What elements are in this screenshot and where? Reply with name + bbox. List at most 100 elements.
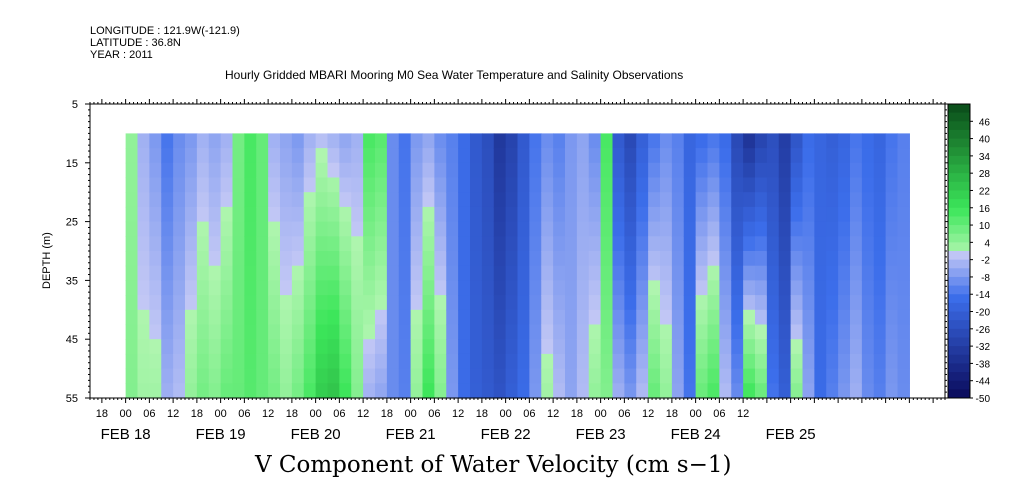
heat-cell bbox=[505, 295, 519, 311]
heat-cell bbox=[315, 265, 329, 281]
heat-cell bbox=[826, 133, 839, 149]
heat-cell bbox=[244, 265, 257, 281]
heat-cell bbox=[185, 353, 198, 370]
heat-cell bbox=[161, 221, 174, 237]
heat-cell bbox=[707, 309, 720, 326]
heat-cell bbox=[291, 192, 305, 208]
heat-cell bbox=[636, 162, 649, 179]
heat-cell bbox=[375, 162, 388, 179]
heat-cell bbox=[588, 236, 602, 252]
heat-cell bbox=[196, 353, 210, 370]
heat-cell bbox=[386, 206, 400, 223]
heat-cell bbox=[861, 192, 875, 208]
heat-cell bbox=[125, 368, 139, 384]
heat-cell bbox=[565, 162, 578, 179]
heat-cell bbox=[137, 280, 150, 296]
heat-cell bbox=[446, 221, 459, 237]
x-date-label: FEB 20 bbox=[291, 426, 341, 443]
heat-cell bbox=[683, 177, 697, 193]
heat-cell bbox=[410, 177, 424, 193]
heat-cell bbox=[398, 192, 412, 208]
heat-cell bbox=[612, 324, 625, 340]
heat-cell bbox=[398, 383, 412, 399]
heat-cell bbox=[826, 206, 839, 223]
colorbar-swatch bbox=[948, 380, 970, 390]
heat-cell bbox=[125, 148, 139, 164]
heat-cell bbox=[612, 221, 625, 237]
heat-cell bbox=[173, 265, 186, 281]
heat-cell bbox=[529, 383, 542, 399]
heat-cell bbox=[303, 339, 317, 355]
heat-cell bbox=[743, 265, 756, 281]
colorbar-swatch bbox=[948, 190, 970, 200]
heat-cell bbox=[743, 177, 756, 193]
heat-cell bbox=[280, 295, 293, 311]
heat-cell bbox=[541, 383, 554, 399]
heat-cell bbox=[375, 353, 388, 370]
heat-cell bbox=[553, 368, 566, 384]
heat-cell bbox=[671, 339, 685, 355]
heat-cell bbox=[743, 192, 756, 208]
heat-cell bbox=[814, 339, 827, 355]
colorbar-label: 10 bbox=[979, 221, 991, 232]
heat-cell bbox=[315, 162, 329, 179]
heat-cell bbox=[446, 177, 459, 193]
heat-cell bbox=[636, 265, 649, 281]
heat-cell bbox=[446, 280, 459, 296]
heat-cell bbox=[232, 353, 245, 370]
chart-title: Hourly Gridded MBARI Mooring M0 Sea Wate… bbox=[225, 68, 684, 82]
heatmap-field bbox=[125, 133, 910, 399]
heat-cell bbox=[861, 295, 875, 311]
heat-cell bbox=[707, 133, 720, 149]
heat-cell bbox=[743, 309, 756, 326]
heat-cell bbox=[434, 236, 447, 252]
heat-cell bbox=[850, 309, 863, 326]
colorbar-swatch bbox=[948, 121, 970, 131]
heat-cell bbox=[470, 339, 483, 355]
heat-cell bbox=[588, 353, 602, 370]
heat-cell bbox=[268, 353, 281, 370]
colorbar-swatch bbox=[948, 320, 970, 330]
heat-cell bbox=[612, 265, 625, 281]
heat-cell bbox=[576, 383, 590, 399]
heat-cell bbox=[755, 265, 768, 281]
heat-cell bbox=[576, 324, 590, 340]
heat-cell bbox=[707, 295, 720, 311]
heat-cell bbox=[755, 206, 768, 223]
heat-cell bbox=[660, 251, 673, 267]
heat-cell bbox=[232, 177, 245, 193]
heat-cell bbox=[422, 353, 435, 370]
colorbar-swatch bbox=[948, 328, 970, 338]
colorbar-swatch bbox=[948, 164, 970, 174]
heat-cell bbox=[505, 251, 519, 267]
heat-cell bbox=[671, 221, 685, 237]
heat-cell bbox=[731, 148, 744, 164]
heat-cell bbox=[790, 206, 804, 223]
heat-cell bbox=[648, 251, 661, 267]
heat-cell bbox=[873, 236, 887, 252]
heat-cell bbox=[434, 324, 447, 340]
heat-cell bbox=[149, 133, 162, 149]
heat-cell bbox=[280, 206, 293, 223]
heat-cell bbox=[280, 368, 293, 384]
heat-cell bbox=[731, 309, 744, 326]
heat-cell bbox=[588, 383, 602, 399]
heat-cell bbox=[149, 353, 162, 370]
heat-cell bbox=[386, 236, 400, 252]
heat-cell bbox=[505, 162, 519, 179]
heat-cell bbox=[612, 236, 625, 252]
heat-cell bbox=[291, 265, 305, 281]
heat-cell bbox=[565, 192, 578, 208]
heat-cell bbox=[541, 280, 554, 296]
heat-cell bbox=[600, 148, 614, 164]
heat-cell bbox=[481, 177, 495, 193]
heat-cell bbox=[470, 368, 483, 384]
heat-cell bbox=[612, 353, 625, 370]
heat-cell bbox=[636, 280, 649, 296]
heat-cell bbox=[232, 280, 245, 296]
heat-cell bbox=[826, 192, 839, 208]
heat-cell bbox=[885, 353, 899, 370]
heat-cell bbox=[885, 265, 899, 281]
heat-cell bbox=[256, 383, 269, 399]
heat-cell bbox=[268, 324, 281, 340]
